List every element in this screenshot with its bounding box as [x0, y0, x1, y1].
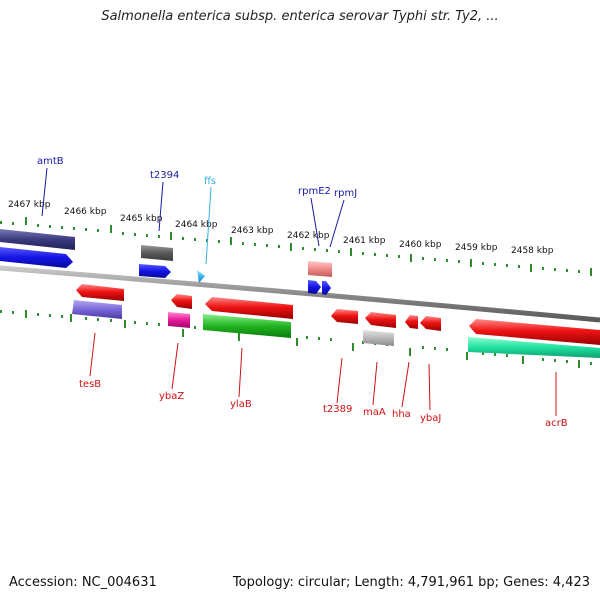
gene-t2389[interactable] — [331, 309, 358, 324]
gene-tesB[interactable] — [76, 284, 124, 301]
gene-ybaZ[interactable] — [171, 294, 192, 309]
gene-acrB[interactable] — [469, 319, 600, 345]
bottom-gene-labels: tesB ybaZ ylaB t2389 maA hha ybaJ acrB — [79, 379, 568, 429]
kbp-label: 2459 kbp — [455, 243, 498, 253]
kbp-labels: 2467 kbp 2466 kbp 2465 kbp 2464 kbp 2463… — [8, 200, 554, 256]
gene-label-ybaJ: ybaJ — [420, 413, 441, 424]
gene-maA-lower[interactable] — [363, 330, 394, 346]
gene-rpmE2-upper[interactable] — [308, 261, 332, 277]
gene-label-rpmE2: rpmE2 — [298, 186, 331, 197]
kbp-label: 2463 kbp — [231, 226, 274, 236]
kbp-label: 2461 kbp — [343, 236, 386, 246]
gene-rpmJ[interactable] — [322, 281, 331, 295]
gene-hha[interactable] — [405, 315, 418, 329]
kbp-label: 2458 kbp — [511, 246, 554, 256]
gene-t2394[interactable] — [139, 264, 171, 278]
kbp-label: 2464 kbp — [175, 220, 218, 230]
kbp-label: 2460 kbp — [399, 240, 442, 250]
gene-label-acrB: acrB — [545, 418, 568, 429]
gene-label-maA: maA — [363, 407, 386, 418]
map-title: Salmonella enterica subsp. enterica sero… — [101, 9, 499, 24]
inner-tick-ring — [0, 310, 592, 368]
topology-text: Topology: circular; Length: 4,791,961 bp… — [232, 575, 590, 590]
gene-label-t2394: t2394 — [150, 170, 179, 181]
genome-backbone — [0, 265, 600, 323]
gene-tesB-lower[interactable] — [72, 300, 122, 319]
kbp-label: 2467 kbp — [8, 200, 51, 210]
gene-label-ylaB: ylaB — [230, 399, 252, 410]
gene-label-amtB: amtB — [37, 156, 64, 167]
top-leader-lines — [41, 167, 345, 265]
gene-rpmE2[interactable] — [308, 280, 321, 294]
gene-ylaB-lower[interactable] — [203, 314, 291, 338]
kbp-label: 2462 kbp — [287, 231, 330, 241]
gene-ybaZ-lower[interactable] — [168, 312, 190, 328]
outer-tick-ring — [0, 217, 592, 276]
kbp-label: 2466 kbp — [64, 207, 107, 217]
gene-acrB-lower[interactable] — [468, 337, 600, 358]
gene-ylaB[interactable] — [205, 297, 293, 319]
gene-label-ffs: ffs — [204, 176, 216, 187]
gene-label-hha: hha — [392, 409, 411, 420]
forward-genes — [0, 229, 332, 295]
reverse-genes — [72, 284, 600, 358]
gene-label-tesB: tesB — [79, 379, 101, 390]
gene-label-t2389: t2389 — [323, 404, 352, 415]
gene-maA[interactable] — [365, 312, 396, 328]
gene-t2394-upper[interactable] — [141, 245, 173, 261]
kbp-label: 2465 kbp — [120, 214, 163, 224]
gene-amtB[interactable] — [0, 247, 73, 268]
bottom-leader-lines — [89, 332, 557, 416]
gene-ybaJ[interactable] — [420, 316, 441, 331]
gene-label-rpmJ: rpmJ — [334, 188, 357, 199]
top-gene-labels: amtB t2394 ffs rpmE2 rpmJ — [37, 156, 357, 199]
gene-amtB-upper[interactable] — [0, 229, 75, 250]
gene-label-ybaZ: ybaZ — [159, 391, 184, 402]
accession-text: Accession: NC_004631 — [9, 575, 157, 590]
gene-ffs[interactable] — [197, 270, 205, 283]
